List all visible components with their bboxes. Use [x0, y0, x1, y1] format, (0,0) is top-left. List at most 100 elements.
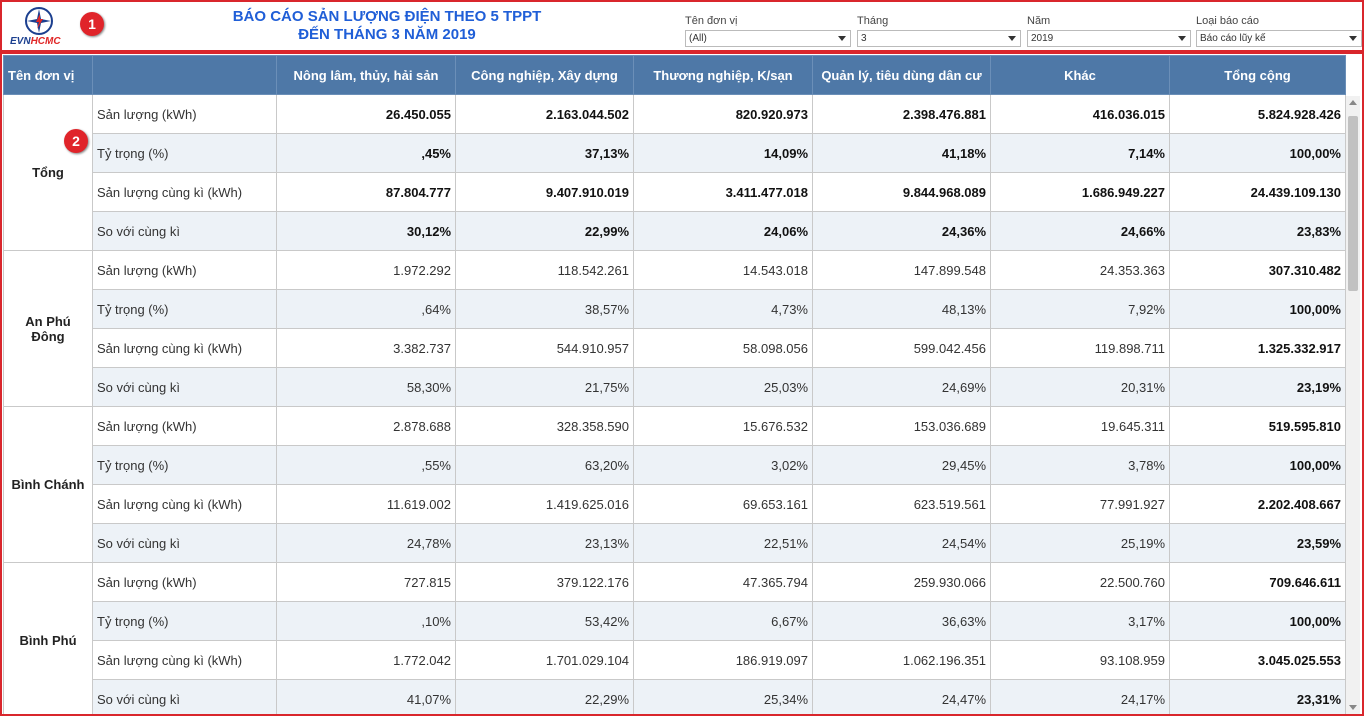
- value-cell: 1.062.196.351: [812, 640, 991, 680]
- total-value-cell: 100,00%: [1169, 289, 1346, 329]
- value-cell: 1.419.625.016: [455, 484, 634, 524]
- value-cell: 22.500.760: [990, 562, 1170, 602]
- column-header[interactable]: Thương nghiệp, K/sạn: [633, 55, 813, 95]
- metric-label-cell: Sản lượng (kWh): [92, 250, 277, 290]
- value-cell: 1.772.042: [276, 640, 456, 680]
- value-cell: ,55%: [276, 445, 456, 485]
- value-cell: 9.844.968.089: [812, 172, 991, 212]
- chevron-down-icon: [1008, 36, 1016, 41]
- value-cell: 30,12%: [276, 211, 456, 251]
- value-cell: 379.122.176: [455, 562, 634, 602]
- table-row: An Phú Đông Sản lượng (kWh) 1.972.292 118.5…: [3, 250, 1346, 407]
- value-cell: 63,20%: [455, 445, 634, 485]
- metric-label-cell: Sản lượng cùng kì (kWh): [92, 484, 277, 524]
- table-header-row: Tên đơn vị Nông lâm, thủy, hải sản Công …: [3, 55, 1346, 95]
- column-header[interactable]: Khác: [990, 55, 1170, 95]
- value-cell: 416.036.015: [990, 94, 1170, 134]
- total-value-cell: 23,31%: [1169, 679, 1346, 714]
- value-cell: 1.701.029.104: [455, 640, 634, 680]
- metric-label-cell: Tỷ trọng (%): [92, 445, 277, 485]
- value-cell: 38,57%: [455, 289, 634, 329]
- value-cell: 3,02%: [633, 445, 813, 485]
- metric-label-cell: Sản lượng (kWh): [92, 562, 277, 602]
- report-table-area: Tên đơn vị Nông lâm, thủy, hải sản Công …: [0, 52, 1364, 716]
- column-header[interactable]: Công nghiệp, Xây dựng: [455, 55, 634, 95]
- value-cell: 3.382.737: [276, 328, 456, 368]
- value-cell: 22,99%: [455, 211, 634, 251]
- total-value-cell: 100,00%: [1169, 601, 1346, 641]
- unit-name-cell: Tổng: [3, 94, 93, 251]
- metric-label-cell: Sản lượng cùng kì (kWh): [92, 640, 277, 680]
- evn-logo-icon: [25, 7, 53, 35]
- column-header: [92, 55, 277, 95]
- value-cell: 9.407.910.019: [455, 172, 634, 212]
- metric-label-cell: So với cùng kì: [92, 679, 277, 714]
- metric-label-cell: So với cùng kì: [92, 523, 277, 563]
- value-cell: 147.899.548: [812, 250, 991, 290]
- value-cell: 3.411.477.018: [633, 172, 813, 212]
- column-header[interactable]: Nông lâm, thủy, hải sản: [276, 55, 456, 95]
- metric-label-cell: Tỷ trọng (%): [92, 289, 277, 329]
- value-cell: 69.653.161: [633, 484, 813, 524]
- report-table: Tên đơn vị Nông lâm, thủy, hải sản Công …: [3, 55, 1346, 714]
- value-cell: 599.042.456: [812, 328, 991, 368]
- value-cell: 23,13%: [455, 523, 634, 563]
- value-cell: ,45%: [276, 133, 456, 173]
- value-cell: 6,67%: [633, 601, 813, 641]
- value-cell: 11.619.002: [276, 484, 456, 524]
- table-body: Tổng Sản lượng (kWh) 26.450.055 2.163.044.5…: [3, 94, 1346, 714]
- value-cell: 58,30%: [276, 367, 456, 407]
- table-row: So với cùng kì 41,07% 22,29% 25,34% 24,47% 24…: [4, 679, 1346, 714]
- metric-label-cell: Sản lượng (kWh): [92, 406, 277, 446]
- metric-label-cell: So với cùng kì: [92, 211, 277, 251]
- year-select[interactable]: 2019: [1027, 30, 1191, 47]
- value-cell: 24,47%: [812, 679, 991, 714]
- table-row: Bình Chánh Sản lượng (kWh) 2.878.688 328.35…: [3, 406, 1346, 563]
- table-row: Tỷ trọng (%) ,64% 38,57% 4,73% 48,13% 7,92% 10…: [4, 289, 1346, 329]
- month-select[interactable]: 3: [857, 30, 1021, 47]
- total-value-cell: 709.646.611: [1169, 562, 1346, 602]
- scroll-down-icon[interactable]: [1349, 705, 1357, 710]
- value-cell: 24,06%: [633, 211, 813, 251]
- table-row: Tỷ trọng (%) ,10% 53,42% 6,67% 36,63% 3,17% 10…: [4, 601, 1346, 641]
- evn-hcmc-logo: EVNHCMC: [10, 6, 70, 48]
- metric-label-cell: Tỷ trọng (%): [92, 601, 277, 641]
- column-header[interactable]: Tên đơn vị: [3, 55, 93, 95]
- chevron-down-icon: [838, 36, 846, 41]
- report-type-select[interactable]: Báo cáo lũy kế: [1196, 30, 1362, 47]
- total-value-cell: 23,59%: [1169, 523, 1346, 563]
- page-title: BÁO CÁO SẢN LƯỢNG ĐIỆN THEO 5 TPPT ĐẾN T…: [142, 8, 632, 44]
- filter-unit: Tên đơn vị (All): [685, 12, 851, 50]
- unit-name-cell: Bình Chánh: [3, 406, 93, 563]
- column-header[interactable]: Quản lý, tiêu dùng dân cư: [812, 55, 991, 95]
- total-value-cell: 100,00%: [1169, 445, 1346, 485]
- total-value-cell: 307.310.482: [1169, 250, 1346, 290]
- value-cell: 25,34%: [633, 679, 813, 714]
- table-row: Sản lượng cùng kì (kWh) 11.619.002 1.419.6…: [4, 484, 1346, 524]
- filter-report-type-label: Loại báo cáo: [1196, 15, 1259, 27]
- value-cell: 87.804.777: [276, 172, 456, 212]
- scrollbar-thumb[interactable]: [1348, 116, 1358, 291]
- scroll-up-icon[interactable]: [1349, 100, 1357, 105]
- value-cell: 29,45%: [812, 445, 991, 485]
- filter-month: Tháng 3: [857, 12, 1021, 50]
- value-cell: 93.108.959: [990, 640, 1170, 680]
- value-cell: 19.645.311: [990, 406, 1170, 446]
- unit-select[interactable]: (All): [685, 30, 851, 47]
- filter-unit-label: Tên đơn vị: [685, 15, 738, 27]
- filter-year-label: Năm: [1027, 15, 1051, 27]
- value-cell: 24,36%: [812, 211, 991, 251]
- table-row: Tỷ trọng (%) ,45% 37,13% 14,09% 41,18% 7,14% 1…: [4, 133, 1346, 173]
- total-value-cell: 1.325.332.917: [1169, 328, 1346, 368]
- column-header[interactable]: Tổng cộng: [1169, 55, 1346, 95]
- total-value-cell: 2.202.408.667: [1169, 484, 1346, 524]
- total-value-cell: 5.824.928.426: [1169, 94, 1346, 134]
- unit-name-cell: Bình Phú: [3, 562, 93, 714]
- value-cell: 41,07%: [276, 679, 456, 714]
- value-cell: 2.878.688: [276, 406, 456, 446]
- vertical-scrollbar[interactable]: [1346, 96, 1360, 714]
- value-cell: 328.358.590: [455, 406, 634, 446]
- metric-label-cell: Sản lượng cùng kì (kWh): [92, 328, 277, 368]
- value-cell: 20,31%: [990, 367, 1170, 407]
- table-row: Tổng Sản lượng (kWh) 26.450.055 2.163.044.5…: [3, 94, 1346, 251]
